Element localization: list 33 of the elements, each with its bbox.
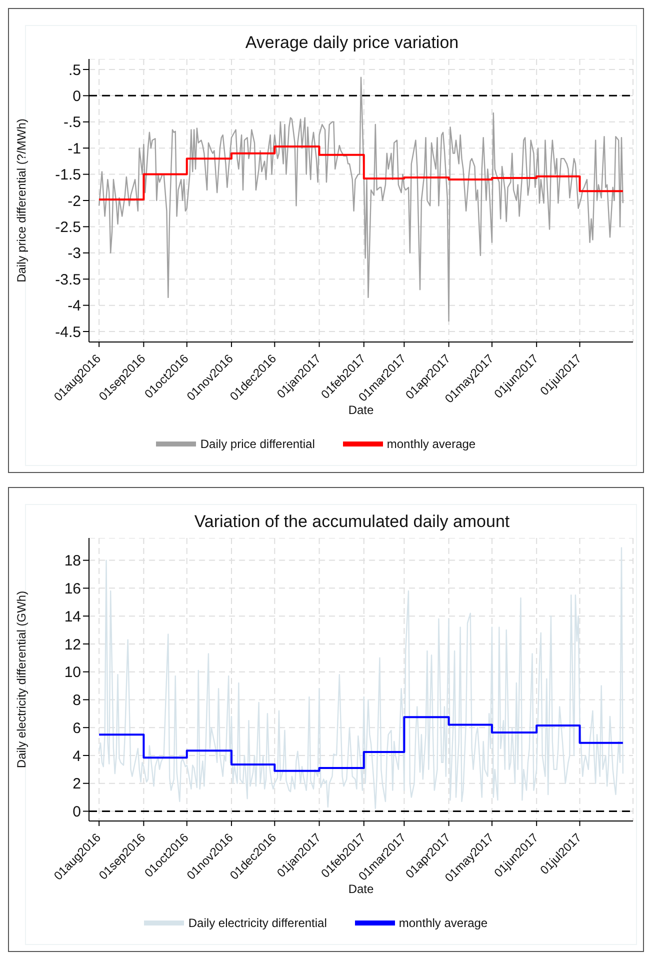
x-axis-title: Date (348, 403, 374, 417)
y-tick-label: -1 (68, 140, 81, 158)
y-tick-label: 10 (64, 664, 81, 682)
y-tick-label: 0 (72, 88, 81, 106)
y-tick-label: -2.5 (55, 219, 81, 236)
y-tick-label: -4.5 (55, 324, 81, 341)
y-tick-label: 12 (64, 636, 81, 654)
legend-label: monthly average (398, 916, 488, 930)
y-tick-label: 8 (72, 692, 81, 710)
y-tick-label: -4 (68, 298, 81, 315)
legend-label: Daily price differential (200, 436, 315, 451)
y-tick-label: -.5 (63, 114, 81, 132)
y-tick-label: -1.5 (55, 166, 81, 184)
y-tick-label: -3.5 (55, 271, 81, 288)
y-tick-label: -2 (68, 192, 81, 210)
line-series (98, 547, 624, 810)
y-tick-label: 4 (72, 748, 81, 765)
legend-label: Daily electricity differential (188, 916, 327, 930)
y-axis-title: Daily electricity differential (GWh) (14, 590, 28, 768)
chart-title: Variation of the accumulated daily amount (193, 512, 511, 532)
y-tick-label: 16 (64, 580, 81, 598)
chart-title: Average daily price variation (244, 33, 460, 53)
y-tick-label: 0 (72, 804, 81, 821)
y-tick-label: 18 (64, 552, 81, 570)
y-tick-label: .5 (68, 62, 81, 79)
y-tick-label: 14 (64, 608, 81, 626)
line-series (98, 76, 624, 322)
y-tick-label: 2 (72, 776, 81, 793)
x-axis-title: Date (348, 882, 374, 896)
y-tick-label: -3 (68, 245, 81, 262)
y-tick-label: 6 (72, 720, 81, 737)
legend-label: monthly average (386, 436, 476, 451)
y-axis-title: Daily price differential (?/MWh) (14, 118, 28, 282)
